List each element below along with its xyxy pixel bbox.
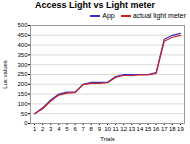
svg-text:8: 8 bbox=[90, 126, 94, 132]
svg-text:15: 15 bbox=[145, 126, 152, 132]
svg-text:200: 200 bbox=[17, 81, 28, 87]
svg-text:250: 250 bbox=[17, 71, 28, 77]
svg-text:19: 19 bbox=[177, 126, 184, 132]
svg-text:500: 500 bbox=[17, 22, 28, 28]
svg-text:10: 10 bbox=[104, 126, 111, 132]
svg-text:150: 150 bbox=[17, 91, 28, 97]
svg-text:7: 7 bbox=[82, 126, 86, 132]
svg-text:3: 3 bbox=[49, 126, 53, 132]
svg-text:450: 450 bbox=[17, 32, 28, 38]
svg-text:11: 11 bbox=[112, 126, 119, 132]
html-text:Access Light vs Light meter: Access Light vs Light meter bbox=[35, 0, 155, 10]
svg-text:4: 4 bbox=[57, 126, 61, 132]
svg-text:13: 13 bbox=[128, 126, 135, 132]
svg-text:0: 0 bbox=[24, 120, 28, 126]
svg-text:6: 6 bbox=[73, 126, 77, 132]
svg-text:9: 9 bbox=[98, 126, 102, 132]
svg-text:100: 100 bbox=[17, 101, 28, 107]
svg-text:300: 300 bbox=[17, 62, 28, 68]
svg-text:5: 5 bbox=[65, 126, 69, 132]
svg-text:Trials: Trials bbox=[100, 136, 114, 142]
svg-text:12: 12 bbox=[120, 126, 127, 132]
svg-text:50: 50 bbox=[21, 111, 28, 117]
svg-text:14: 14 bbox=[137, 126, 144, 132]
svg-text:350: 350 bbox=[17, 52, 28, 58]
svg-text:Lux values: Lux values bbox=[2, 60, 8, 89]
svg-text:17: 17 bbox=[161, 126, 168, 132]
svg-text:1: 1 bbox=[33, 126, 37, 132]
svg-text:16: 16 bbox=[153, 126, 160, 132]
svg-text:400: 400 bbox=[17, 42, 28, 48]
html-text:actual light meter: actual light meter bbox=[132, 12, 186, 19]
html-text:App: App bbox=[102, 12, 115, 19]
svg-text:2: 2 bbox=[41, 126, 45, 132]
svg-text:18: 18 bbox=[169, 126, 176, 132]
